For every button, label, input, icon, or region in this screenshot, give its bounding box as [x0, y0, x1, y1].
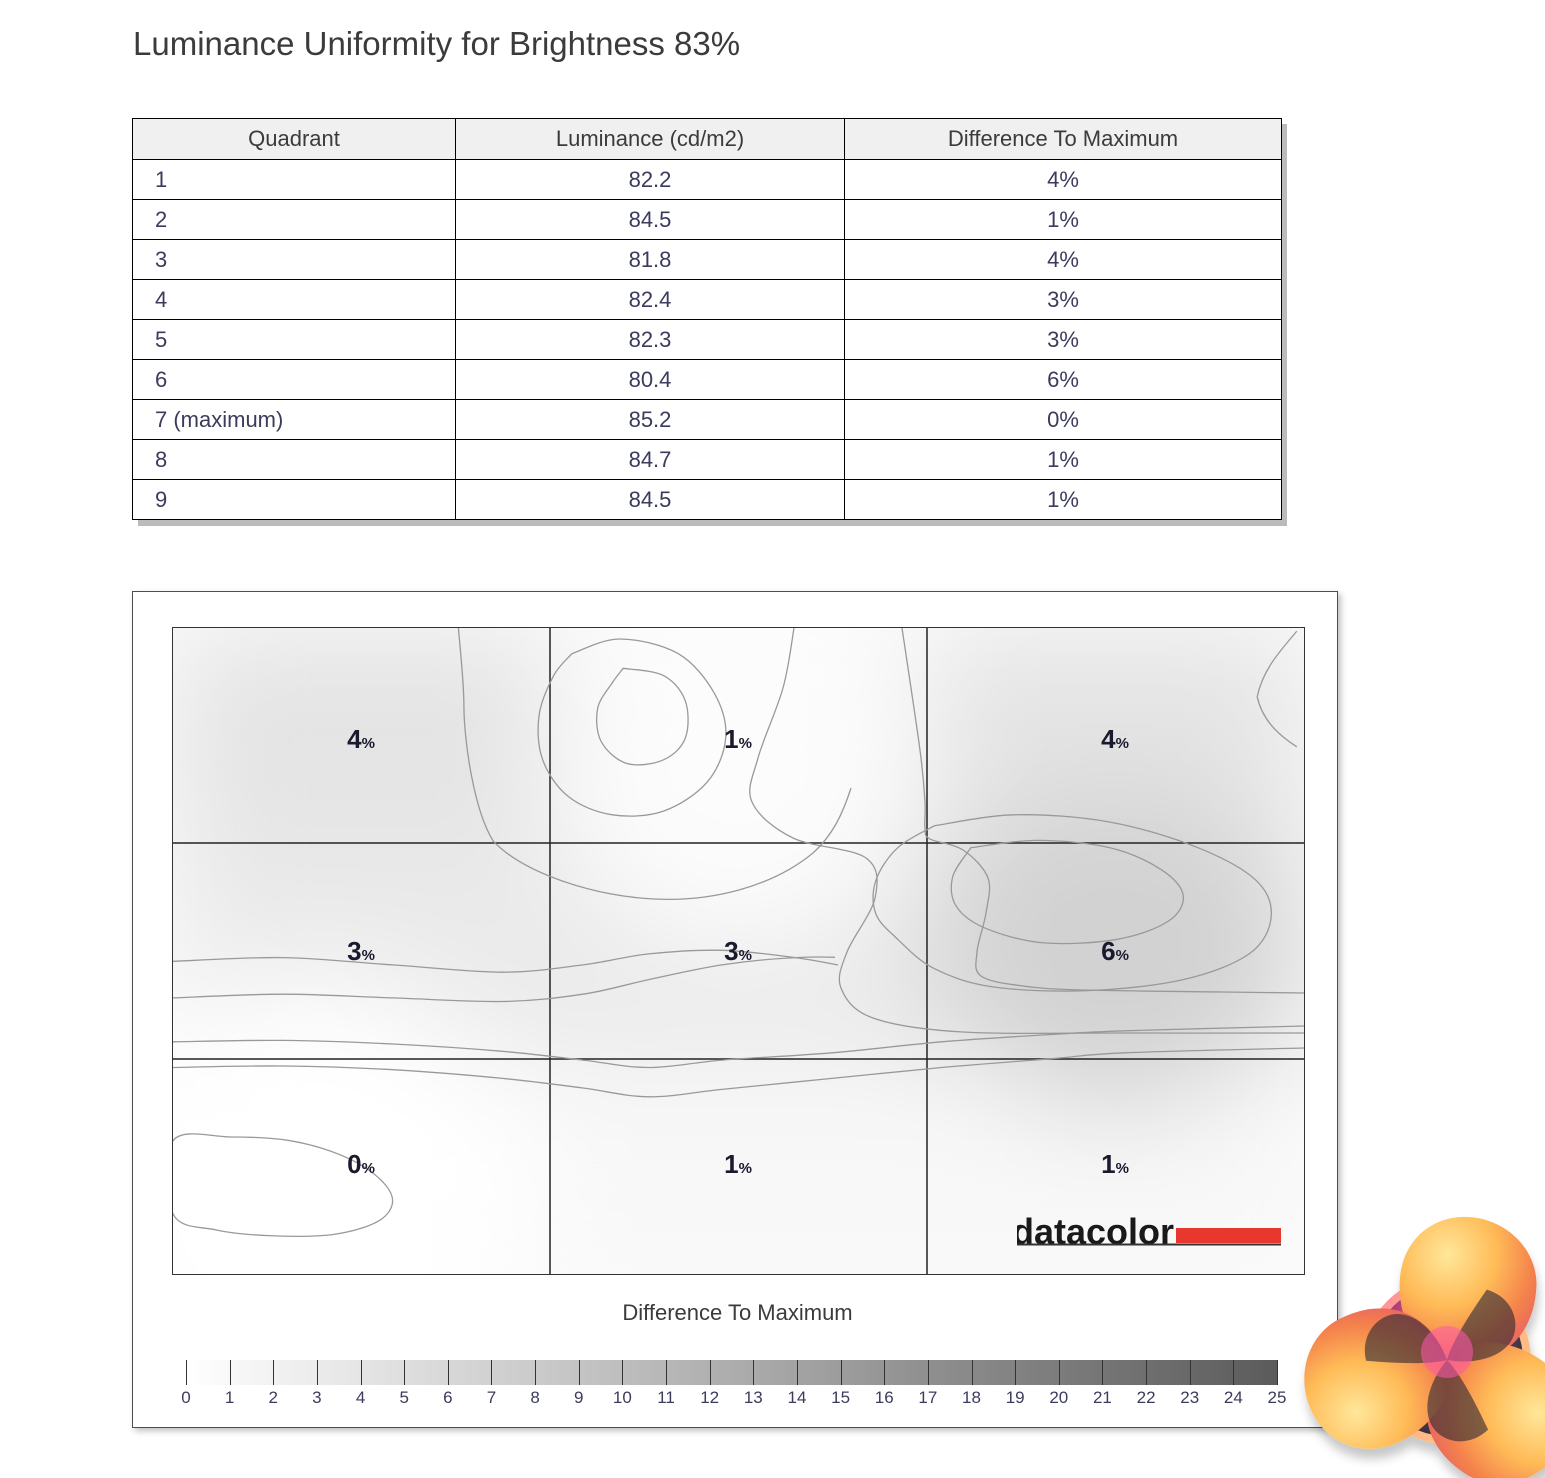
- svg-text:datacolor: datacolor: [1017, 1214, 1174, 1252]
